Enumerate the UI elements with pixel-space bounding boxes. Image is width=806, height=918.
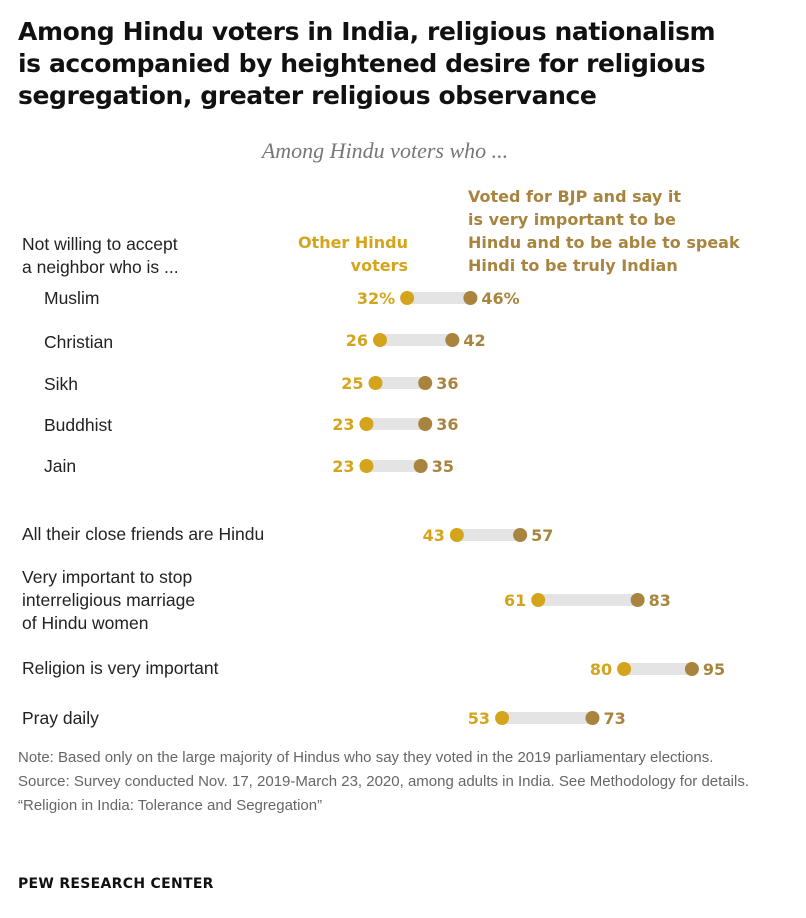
dot-other-hindu-voters (449, 528, 464, 542)
note-text: Note: Based only on the large majority o… (18, 749, 714, 766)
value-label-bjp-voters: 73 (603, 709, 625, 728)
report-title: “Religion in India: Tolerance and Segreg… (18, 797, 323, 814)
dot-other-hindu-voters (531, 593, 546, 607)
row-label: Religion is very important (22, 658, 219, 678)
dot-bjp-voters (418, 417, 433, 431)
chart-title: Among Hindu voters in India, religious n… (18, 17, 716, 110)
dot-bjp-voters (585, 711, 600, 725)
range-bar (375, 377, 426, 389)
row-label: All their close friends are Hindu (22, 524, 265, 544)
row-label: Jain (44, 456, 77, 476)
dot-other-hindu-voters (373, 333, 388, 347)
range-bar (624, 663, 692, 675)
dot-other-hindu-voters (495, 711, 510, 725)
value-label-bjp-voters: 35 (432, 457, 454, 476)
dot-other-hindu-voters (359, 459, 374, 473)
value-label-bjp-voters: 83 (649, 591, 671, 610)
value-label-bjp-voters: 95 (703, 660, 725, 679)
value-label-other-hindu-voters: 23 (332, 457, 354, 476)
range-bar (380, 334, 453, 346)
value-label-bjp-voters: 36 (436, 415, 458, 434)
dot-bjp-voters (684, 662, 699, 676)
dot-bjp-voters (630, 593, 645, 607)
value-label-other-hindu-voters: 25 (341, 374, 363, 393)
range-bar (502, 712, 593, 724)
dot-bjp-voters (413, 459, 428, 473)
row-label: Buddhist (44, 415, 113, 435)
row-label: Sikh (44, 374, 79, 394)
chart-subtitle: Among Hindu voters who ... (261, 138, 509, 163)
range-bar (366, 418, 426, 430)
dot-bjp-voters (418, 376, 433, 390)
legend-other-hindu-voters: Other Hindu voters (297, 233, 408, 275)
range-bar (407, 292, 471, 304)
value-label-other-hindu-voters: 61 (504, 591, 526, 610)
range-bar (366, 460, 421, 472)
dot-other-hindu-voters (368, 376, 383, 390)
value-label-other-hindu-voters: 43 (423, 526, 445, 545)
dot-bjp-voters (463, 291, 478, 305)
neighbor-group-header: Not willing to accept a neighbor who is … (22, 234, 179, 277)
dot-other-hindu-voters (359, 417, 374, 431)
range-bar (538, 594, 638, 606)
row-label: Very important to stop interreligious ma… (22, 567, 196, 633)
dot-other-hindu-voters (617, 662, 632, 676)
dot-bjp-voters (513, 528, 528, 542)
dot-other-hindu-voters (400, 291, 415, 305)
footnotes: Note: Based only on the large majority o… (18, 746, 778, 818)
value-label-bjp-voters: 42 (463, 331, 485, 350)
value-label-other-hindu-voters: 26 (346, 331, 368, 350)
row-label: Muslim (44, 288, 100, 308)
legend-bjp-voters: Voted for BJP and say it is very importa… (468, 187, 740, 275)
value-label-bjp-voters: 36 (436, 374, 458, 393)
source-text: Source: Survey conducted Nov. 17, 2019-M… (18, 773, 749, 790)
row-label: Pray daily (22, 708, 99, 728)
value-label-other-hindu-voters: 32% (357, 289, 395, 308)
value-label-bjp-voters: 57 (531, 526, 553, 545)
value-label-other-hindu-voters: 23 (332, 415, 354, 434)
value-label-other-hindu-voters: 53 (468, 709, 490, 728)
pew-logo-text: PEW RESEARCH CENTER (18, 876, 214, 892)
dot-bjp-voters (445, 333, 460, 347)
value-label-other-hindu-voters: 80 (590, 660, 612, 679)
row-label: Christian (44, 332, 114, 352)
value-label-bjp-voters: 46% (481, 289, 519, 308)
range-bar (456, 529, 521, 541)
